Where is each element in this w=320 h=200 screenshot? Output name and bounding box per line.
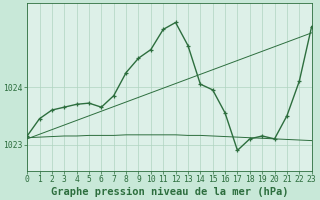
X-axis label: Graphe pression niveau de la mer (hPa): Graphe pression niveau de la mer (hPa) xyxy=(51,186,288,197)
